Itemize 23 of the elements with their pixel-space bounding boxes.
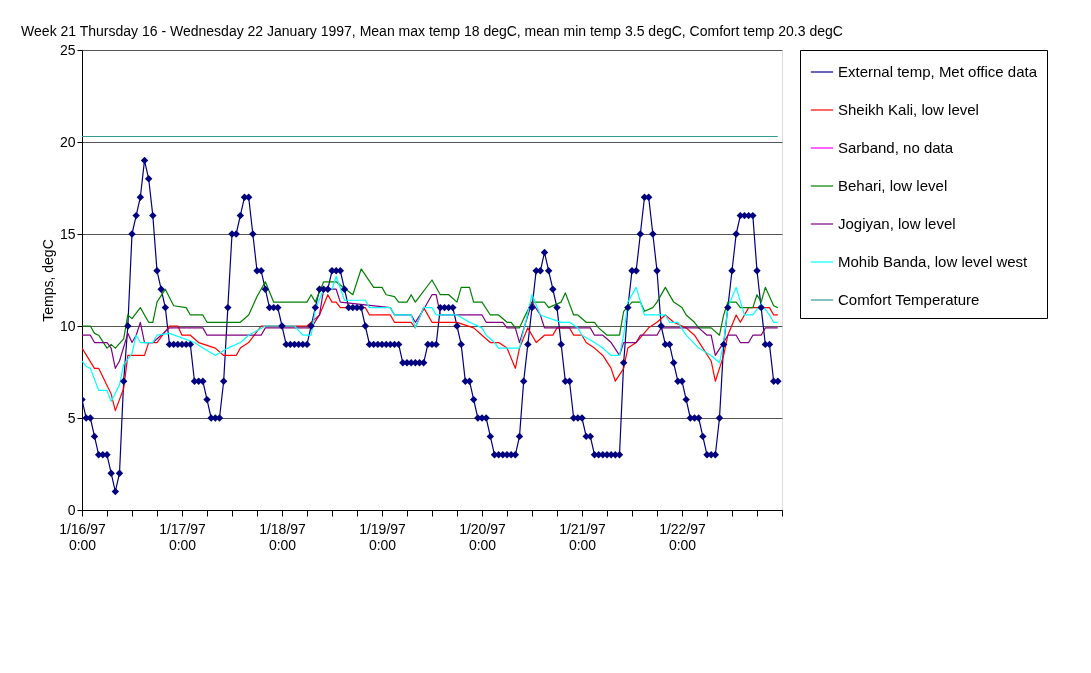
x-tick-label: 1/19/97 0:00 bbox=[359, 520, 407, 553]
y-tick-label: 0 bbox=[67, 501, 76, 518]
x-tick-label: 1/16/97 0:00 bbox=[59, 520, 107, 553]
legend-label: External temp, Met office data bbox=[838, 63, 1038, 80]
x-tick-label: 1/18/97 0:00 bbox=[259, 520, 307, 553]
legend-label: Sarband, no data bbox=[838, 139, 954, 156]
chart-title: Week 21 Thursday 16 - Wednesday 22 January 1997, Mean max temp 18 degC, mean min temp 3.5 degC, Comfort temp 20.3 degC bbox=[21, 23, 843, 39]
y-tick-label: 5 bbox=[67, 409, 76, 426]
y-tick-label: 20 bbox=[59, 133, 76, 150]
legend-label: Behari, low level bbox=[838, 177, 948, 194]
y-tick-label: 15 bbox=[59, 225, 76, 242]
line-series bbox=[82, 268, 779, 349]
legend-label: Sheikh Kali, low level bbox=[838, 101, 979, 118]
x-tick-label: 1/21/97 0:00 bbox=[559, 520, 607, 553]
legend-label: Mohib Banda, low level west bbox=[838, 253, 1029, 270]
y-axis-title: Temps, degC bbox=[39, 239, 56, 322]
y-tick-label: 10 bbox=[59, 317, 76, 334]
y-tick-label: 25 bbox=[59, 41, 76, 58]
x-tick-label: 1/22/97 0:00 bbox=[659, 520, 707, 553]
x-tick-label: 1/20/97 0:00 bbox=[459, 520, 507, 553]
legend-label: Comfort Temperature bbox=[838, 291, 980, 308]
legend-label: Jogiyan, low level bbox=[838, 215, 956, 232]
x-tick-label: 1/17/97 0:00 bbox=[159, 520, 207, 553]
